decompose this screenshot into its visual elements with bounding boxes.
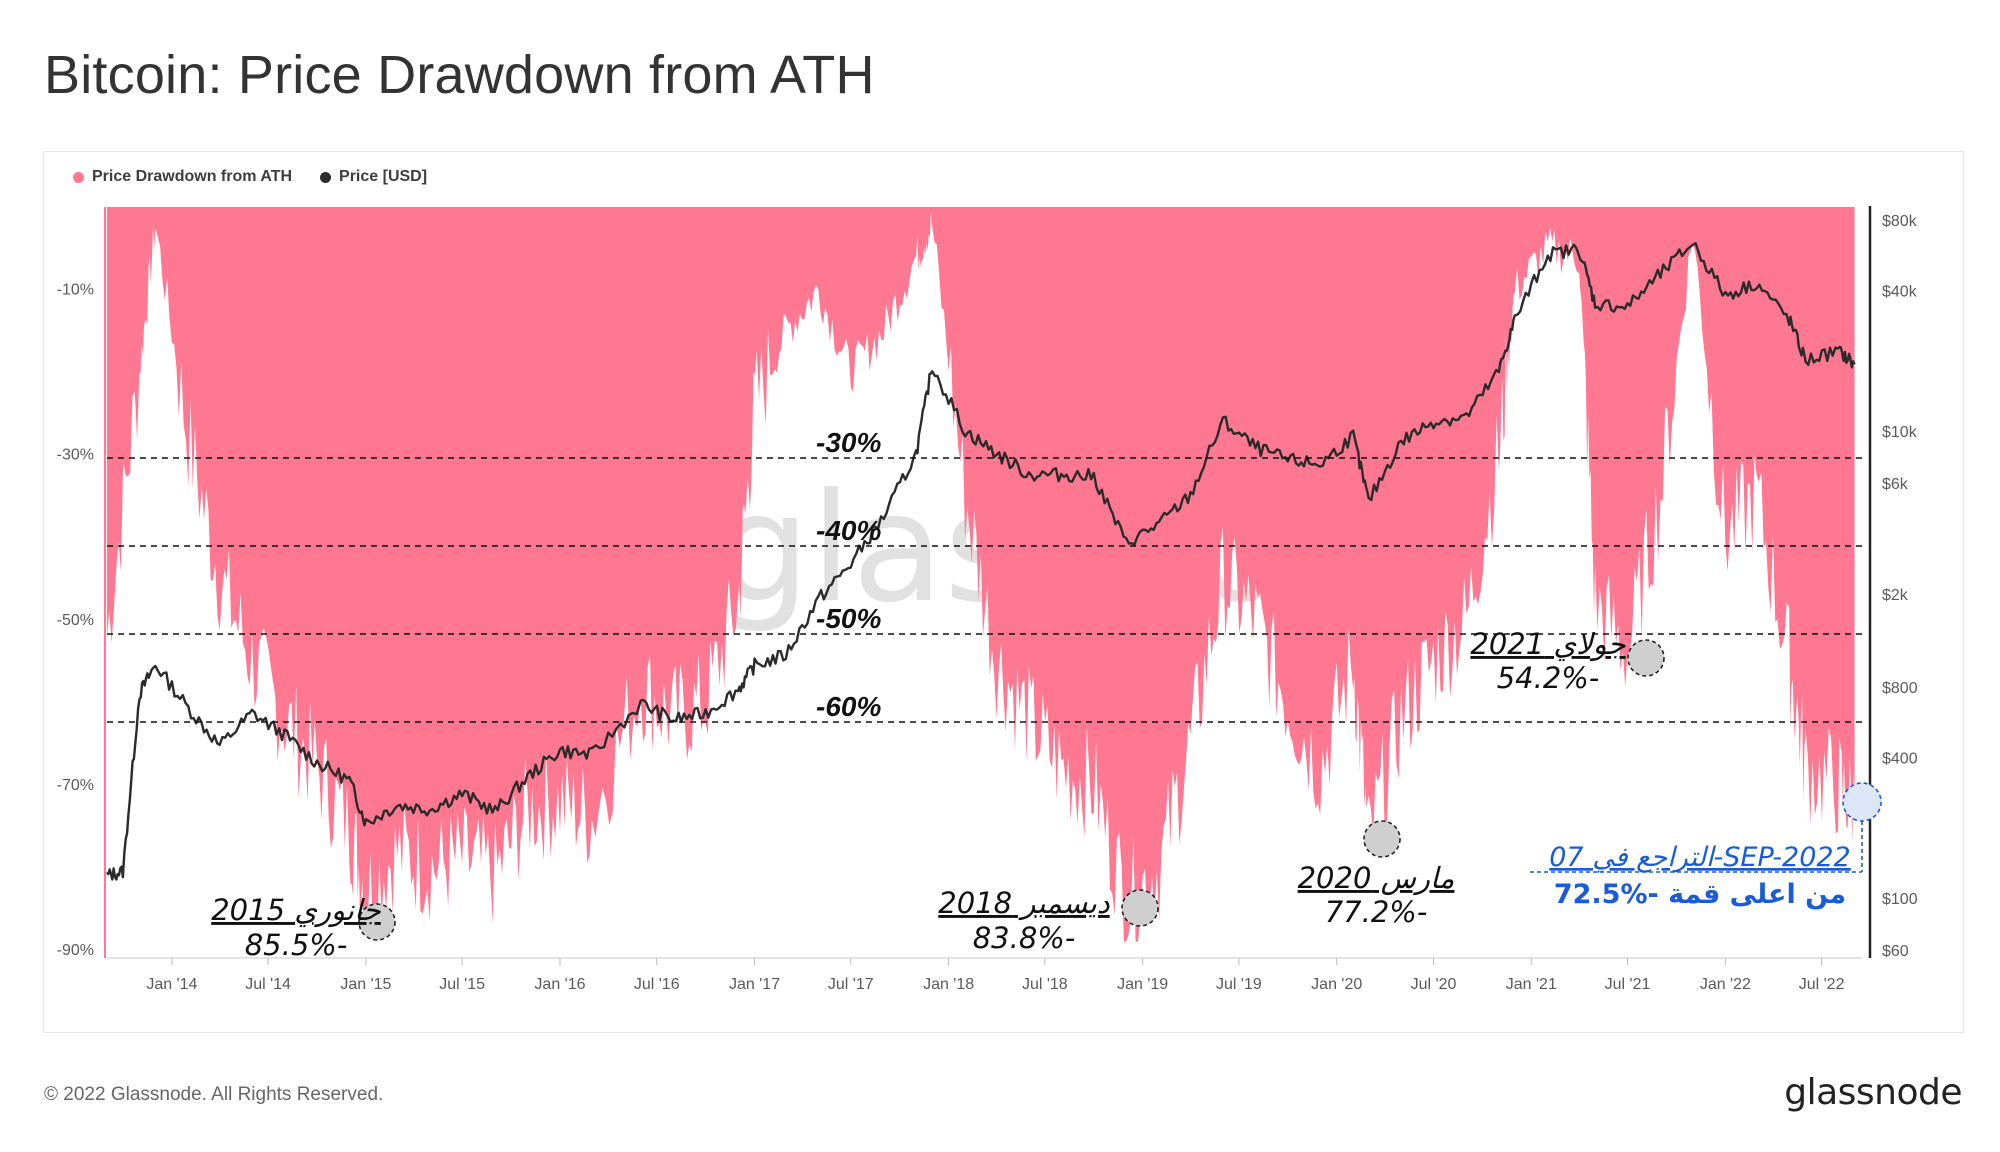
x-tick-label: Jan '20	[1311, 976, 1362, 993]
x-tick-label: Jan '18	[923, 976, 974, 993]
annotation-marker	[1627, 639, 1665, 677]
annotation-value: 54.2%-	[1497, 661, 1600, 695]
right-tick-label: $2k	[1882, 587, 1909, 604]
x-tick-label: Jan '15	[340, 976, 391, 993]
annotation-value: 83.8%-	[973, 921, 1076, 955]
right-tick-label: $40k	[1882, 283, 1918, 300]
right-tick-label: $100	[1882, 891, 1918, 908]
reference-label: -60%	[816, 691, 881, 722]
annotation-date: ديسمبر 2018	[938, 886, 1109, 921]
x-tick-label: Jan '14	[146, 976, 197, 993]
x-tick-label: Jul '16	[634, 976, 680, 993]
x-tick-label: Jan '21	[1506, 976, 1557, 993]
right-tick-label: $800	[1882, 680, 1918, 697]
right-tick-label: $400	[1882, 751, 1918, 768]
copyright-footer: © 2022 Glassnode. All Rights Reserved.	[44, 1084, 384, 1105]
page-title: Bitcoin: Price Drawdown from ATH	[44, 45, 875, 105]
legend-swatch-drawdown	[73, 171, 84, 183]
annotation-date: مارس 2020	[1298, 861, 1455, 896]
right-tick-label: $60	[1882, 943, 1909, 960]
chart-legend: Price Drawdown from ATH Price [USD]	[73, 168, 427, 186]
x-tick-label: Jul '21	[1605, 976, 1651, 993]
legend-label-drawdown: Price Drawdown from ATH	[92, 168, 293, 185]
price-line	[106, 241, 1856, 881]
right-tick-label: $10k	[1882, 424, 1918, 441]
x-tick-label: Jan '16	[534, 976, 585, 993]
annotation-marker	[358, 903, 396, 941]
right-tick-label: $6k	[1882, 476, 1909, 493]
reference-label: -50%	[816, 603, 881, 634]
annotation-marker	[1121, 889, 1159, 927]
latest-annotation-value: 72.5%- من اعلى قمة	[1554, 879, 1846, 910]
x-tick-label: Jan '19	[1117, 976, 1168, 993]
x-tick-label: Jul '17	[828, 976, 874, 993]
x-tick-label: Jul '22	[1799, 976, 1845, 993]
legend-swatch-price	[320, 171, 332, 183]
annotation-value: 77.2%-	[1325, 895, 1428, 929]
x-tick-label: Jul '15	[439, 976, 485, 993]
x-tick-label: Jul '19	[1216, 976, 1262, 993]
annotation-date: جانوري 2015	[211, 893, 382, 928]
annotation-value: 85.5%-	[245, 928, 348, 962]
right-tick-label: $80k	[1882, 213, 1918, 230]
reference-label: -30%	[816, 427, 881, 458]
left-tick-label: -10%	[57, 282, 94, 299]
x-tick-label: Jan '22	[1700, 976, 1751, 993]
latest-annotation-date: التراجع في 07-SEP-2022	[1549, 842, 1850, 873]
x-tick-label: Jul '20	[1411, 976, 1457, 993]
latest-marker	[1842, 782, 1882, 822]
x-tick-label: Jan '17	[729, 976, 780, 993]
x-tick-label: Jul '18	[1022, 976, 1068, 993]
left-tick-label: -90%	[57, 942, 94, 959]
left-tick-label: -50%	[57, 612, 94, 629]
left-tick-label: -30%	[57, 447, 94, 464]
annotation-date: جولاي 2021	[1470, 627, 1626, 662]
annotation-marker	[1363, 820, 1401, 858]
glassnode-logo[interactable]: glassnode	[1784, 1072, 1962, 1113]
x-tick-label: Jul '14	[245, 976, 291, 993]
legend-item-price[interactable]: Price [USD]	[320, 168, 427, 186]
legend-label-price: Price [USD]	[339, 168, 428, 185]
reference-label: -40%	[816, 515, 881, 546]
legend-item-drawdown[interactable]: Price Drawdown from ATH	[73, 168, 292, 186]
left-tick-label: -70%	[57, 777, 94, 794]
